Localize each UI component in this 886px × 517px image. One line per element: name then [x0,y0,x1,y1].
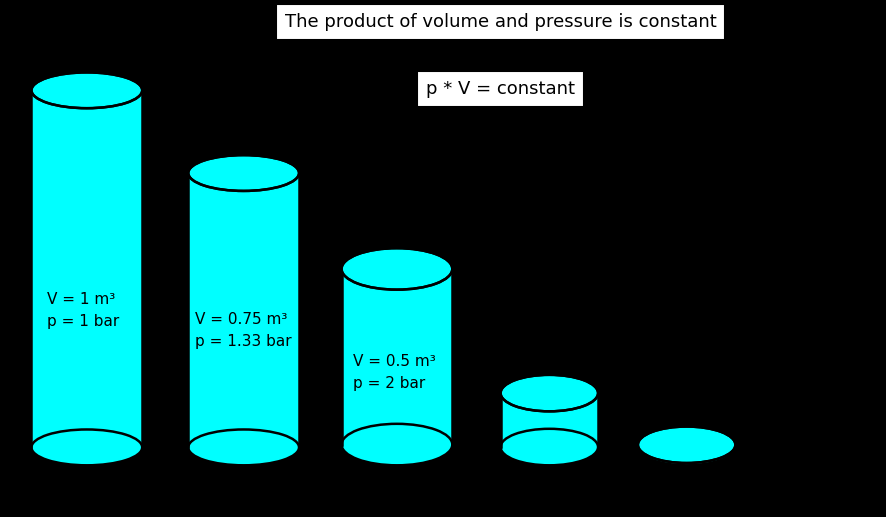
Ellipse shape [341,248,452,290]
Text: V = 1 m³
p = 1 bar: V = 1 m³ p = 1 bar [47,292,120,329]
Ellipse shape [638,429,735,465]
Text: V = 0.75 m³
p = 1.33 bar: V = 0.75 m³ p = 1.33 bar [195,312,291,349]
Ellipse shape [32,430,143,465]
Text: V = 0.5 m³
p = 2 bar: V = 0.5 m³ p = 2 bar [353,354,435,391]
Ellipse shape [501,375,598,412]
Ellipse shape [501,429,598,465]
Bar [341,269,452,445]
Ellipse shape [32,72,143,108]
Bar [188,173,299,447]
Bar [32,90,142,447]
Ellipse shape [341,424,452,465]
Ellipse shape [188,430,299,465]
Text: The product of volume and pressure is constant: The product of volume and pressure is co… [284,13,717,31]
Ellipse shape [638,427,735,463]
Bar [501,393,598,447]
Bar [638,445,735,447]
Ellipse shape [188,155,299,191]
Text: p * V = constant: p * V = constant [426,80,575,98]
